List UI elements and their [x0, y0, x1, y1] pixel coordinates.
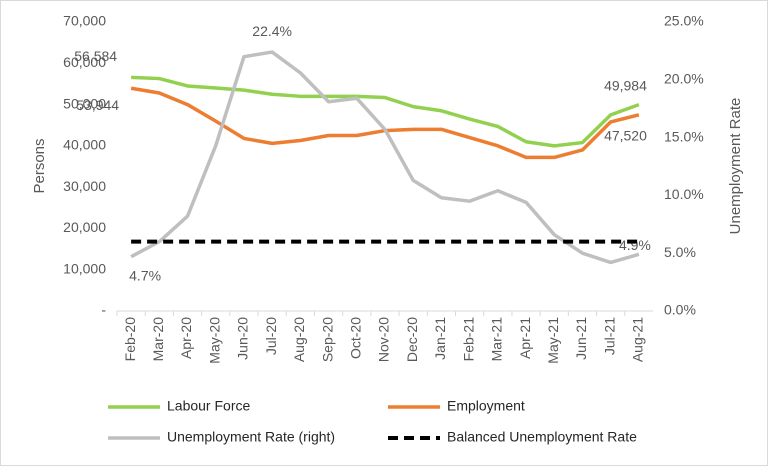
- x-tick-label: Nov-20: [376, 317, 392, 362]
- x-tick-label: May-21: [545, 317, 561, 364]
- x-tick-label: Feb-20: [122, 317, 138, 362]
- data-label: 53,944: [76, 97, 119, 113]
- y2-tick-label: 10.0%: [664, 186, 704, 202]
- y-tick-label: 30,000: [63, 178, 106, 194]
- data-label: 49,984: [604, 77, 647, 93]
- x-tick-label: Jan-21: [432, 317, 448, 360]
- y2-tick-label: 15.0%: [664, 128, 704, 144]
- data-label: 4.7%: [129, 267, 161, 283]
- x-tick-label: Jun-20: [235, 317, 251, 360]
- x-tick-label: May-20: [206, 317, 222, 364]
- x-tick-label: Sep-20: [319, 317, 335, 362]
- y-tick-label: 50,000: [63, 95, 106, 111]
- y-axis-title: Persons: [31, 138, 48, 193]
- x-tick-label: Jul-21: [601, 317, 617, 355]
- x-tick-label: Mar-21: [489, 317, 505, 362]
- legend-label: Employment: [447, 398, 525, 414]
- x-tick-label: Apr-21: [517, 317, 533, 359]
- x-tick-label: Jul-20: [263, 317, 279, 355]
- data-label: 4.9%: [619, 237, 651, 253]
- y-tick-label: 60,000: [63, 54, 106, 70]
- y-tick-label: 70,000: [63, 13, 106, 29]
- legend-label: Balanced Unemployment Rate: [447, 429, 637, 445]
- series-line: [131, 75, 640, 148]
- legend-label: Unemployment Rate (right): [167, 429, 335, 445]
- y-tick-label: 20,000: [63, 219, 106, 235]
- legend-label: Labour Force: [167, 398, 250, 414]
- y2-tick-label: 20.0%: [664, 71, 704, 87]
- y2-tick-label: 25.0%: [664, 13, 704, 29]
- y-tick-label: 40,000: [63, 137, 106, 153]
- y2-tick-label: 5.0%: [664, 244, 696, 260]
- x-tick-label: Aug-20: [291, 317, 307, 362]
- x-tick-label: Feb-21: [460, 317, 476, 362]
- x-tick-label: Mar-20: [150, 317, 166, 362]
- x-tick-label: Apr-20: [178, 317, 194, 359]
- y2-tick-label: 0.0%: [664, 302, 696, 318]
- x-tick-label: Aug-21: [630, 317, 646, 362]
- data-label: 56,584: [74, 48, 117, 64]
- data-label: 22.4%: [252, 23, 292, 39]
- x-tick-label: Dec-20: [404, 317, 420, 362]
- y-tick-label: 10,000: [63, 260, 106, 276]
- x-tick-label: Jun-21: [573, 317, 589, 360]
- y2-axis-title: Unemployment Rate: [727, 98, 744, 235]
- data-label: 47,520: [604, 128, 647, 144]
- series-line: [130, 50, 640, 265]
- x-tick-label: Oct-20: [347, 317, 363, 359]
- y-tick-label: -: [101, 302, 106, 318]
